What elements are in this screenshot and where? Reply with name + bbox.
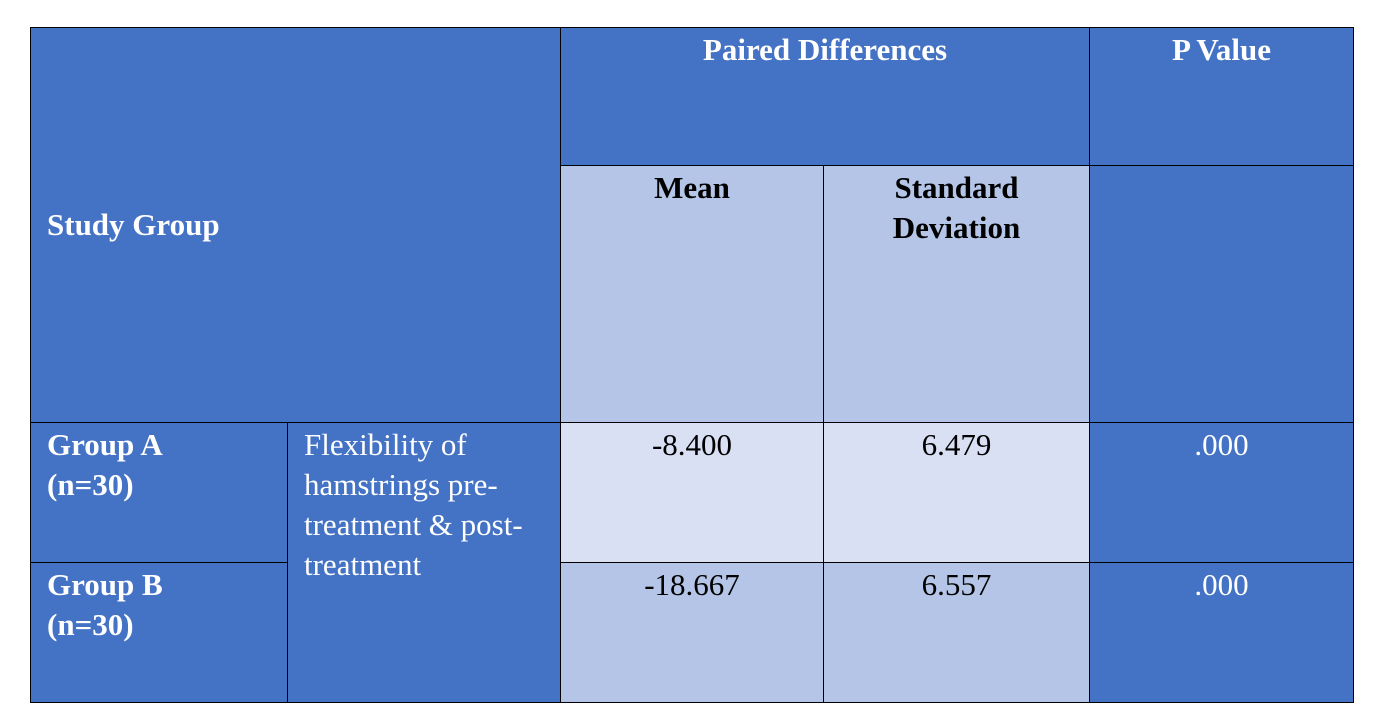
group-label-cell: Group B (n=30)	[30, 562, 288, 703]
group-name: Group B	[47, 567, 163, 602]
p-value: .000	[1089, 422, 1354, 563]
std-dev-value: 6.557	[823, 562, 1090, 703]
group-size: (n=30)	[47, 467, 134, 502]
p-value: .000	[1089, 562, 1354, 703]
mean-value: -18.667	[560, 562, 824, 703]
p-value-header: P Value	[1089, 27, 1354, 166]
header-row-1: Study Group Paired Differences P Value	[30, 27, 1354, 423]
mean-value: -8.400	[560, 422, 824, 563]
study-group-header: Study Group	[30, 27, 561, 423]
paired-differences-header: Paired Differences	[560, 27, 1090, 166]
mean-header: Mean	[560, 165, 824, 423]
p-value-subheader-empty	[1089, 165, 1354, 423]
group-size: (n=30)	[47, 607, 134, 642]
group-name: Group A	[47, 427, 163, 462]
std-dev-header-line1: Standard	[894, 170, 1019, 205]
results-table-container: Study Group Paired Differences P Value M…	[30, 27, 1354, 703]
std-dev-header: Standard Deviation	[823, 165, 1090, 423]
table-row: Group B (n=30) -18.667 6.557 .000	[30, 562, 1354, 703]
header-row-2: Mean Standard Deviation	[31, 165, 1354, 423]
std-dev-header-line2: Deviation	[892, 210, 1021, 245]
group-label-cell: Group A (n=30)	[30, 422, 288, 563]
paired-differences-table: Study Group Paired Differences P Value M…	[30, 27, 1354, 703]
table-row: Group A (n=30) Flexibility of hamstrings…	[30, 422, 1354, 703]
std-dev-value: 6.479	[823, 422, 1090, 563]
measure-description: Flexibility of hamstrings pre-treatment …	[287, 422, 561, 703]
